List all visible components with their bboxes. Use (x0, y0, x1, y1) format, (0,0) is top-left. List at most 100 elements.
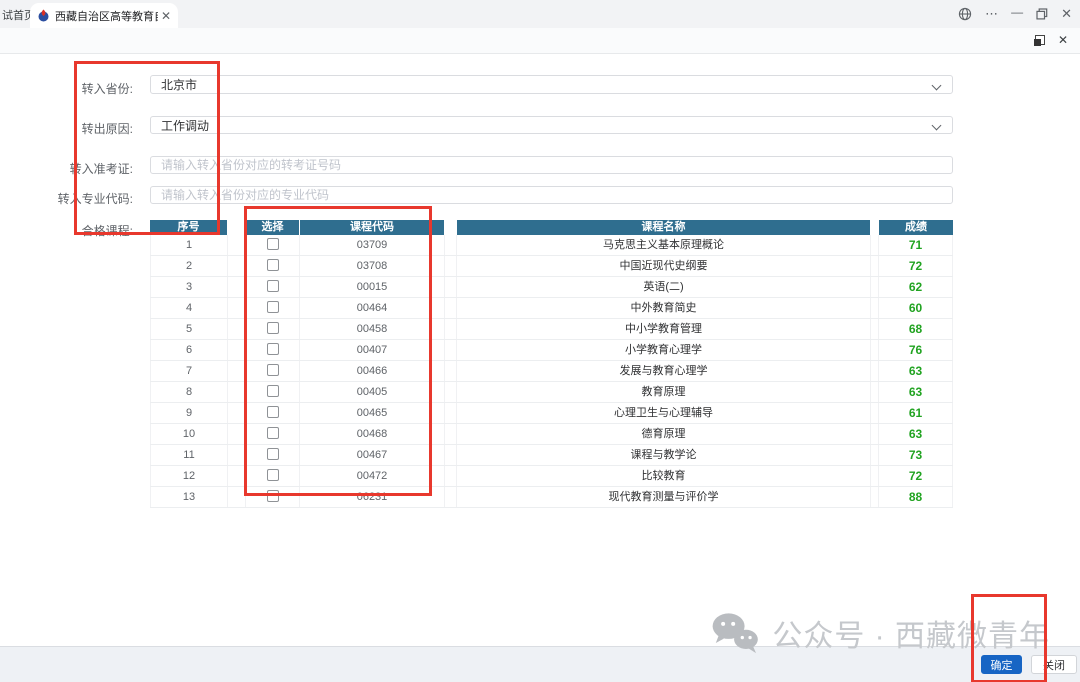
globe-icon[interactable] (958, 7, 972, 21)
row-checkbox[interactable] (266, 238, 279, 251)
row-select-cell (246, 277, 300, 297)
close-window-icon[interactable]: ✕ (1061, 6, 1072, 21)
row-checkbox[interactable] (266, 385, 279, 398)
course-code: 00468 (300, 424, 445, 444)
row-checkbox[interactable] (266, 406, 279, 419)
popout-icon[interactable] (1033, 34, 1045, 46)
active-tab[interactable]: 西藏自治区高等教育自学考试 ✕ (30, 3, 178, 28)
footer-bar (0, 646, 1080, 682)
row-checkbox[interactable] (266, 448, 279, 461)
row-number: 12 (150, 466, 228, 486)
row-checkbox[interactable] (266, 259, 279, 272)
spacer-cell (445, 487, 457, 507)
confirm-button[interactable]: 确定 (981, 655, 1022, 674)
header-score: 成绩 (879, 220, 953, 235)
watermark-text: 公众号 · 西藏微青年 (772, 620, 1050, 653)
course-name: 中国近现代史纲要 (457, 256, 871, 276)
spacer-cell (445, 256, 457, 276)
course-table-header: 序号 选择 课程代码 课程名称 成绩 (150, 220, 953, 235)
header-course-code: 课程代码 (300, 220, 445, 235)
major-code-input[interactable] (150, 186, 953, 204)
header-course-name: 课程名称 (457, 220, 871, 235)
course-table: 序号 选择 课程代码 课程名称 成绩 1 03709 马克思主义基本原理概论 71 2 0… (150, 220, 953, 508)
course-code: 03708 (300, 256, 445, 276)
spacer-cell (445, 235, 457, 255)
table-row: 6 00407 小学教育心理学 76 (150, 340, 953, 361)
course-name: 中小学教育管理 (457, 319, 871, 339)
ticket-number-input[interactable] (150, 156, 953, 174)
spacer-cell (871, 235, 879, 255)
modal-controls: ✕ (1033, 33, 1068, 47)
spacer-cell (871, 256, 879, 276)
row-checkbox[interactable] (266, 343, 279, 356)
reason-select[interactable]: 工作调动 (150, 116, 953, 134)
course-score: 72 (879, 256, 953, 276)
province-select[interactable]: 北京市 (150, 75, 953, 94)
row-number: 9 (150, 403, 228, 423)
course-score: 63 (879, 382, 953, 402)
table-row: 5 00458 中小学教育管理 68 (150, 319, 953, 340)
header-no: 序号 (150, 220, 228, 235)
row-select-cell (246, 298, 300, 318)
modal-title-bar (0, 28, 1080, 54)
course-code: 00465 (300, 403, 445, 423)
course-score: 68 (879, 319, 953, 339)
course-code: 00458 (300, 319, 445, 339)
course-name: 马克思主义基本原理概论 (457, 235, 871, 255)
spacer-cell (445, 466, 457, 486)
close-button[interactable]: 关闭 (1031, 655, 1077, 674)
row-number: 6 (150, 340, 228, 360)
tab-close-icon[interactable]: ✕ (160, 8, 171, 23)
minimize-icon[interactable]: — (1011, 5, 1024, 19)
course-code: 00464 (300, 298, 445, 318)
course-name: 教育原理 (457, 382, 871, 402)
row-select-cell (246, 445, 300, 465)
background-tab[interactable]: 试首页 (2, 10, 35, 22)
row-checkbox[interactable] (266, 469, 279, 482)
table-row: 8 00405 教育原理 63 (150, 382, 953, 403)
spacer-cell (445, 277, 457, 297)
row-checkbox[interactable] (266, 364, 279, 377)
more-menu-icon[interactable]: ⋯ (985, 6, 999, 21)
course-name: 发展与教育心理学 (457, 361, 871, 381)
browser-window-controls: ⋯ — ✕ (958, 0, 1072, 28)
row-checkbox[interactable] (266, 280, 279, 293)
restore-window-icon[interactable] (1036, 8, 1048, 20)
table-row: 3 00015 英语(二) 62 (150, 277, 953, 298)
row-number: 1 (150, 235, 228, 255)
spacer-cell (871, 487, 879, 507)
course-name: 英语(二) (457, 277, 871, 297)
chevron-down-icon (931, 120, 942, 131)
annotation-box-form-labels (74, 61, 220, 235)
table-row: 9 00465 心理卫生与心理辅导 61 (150, 403, 953, 424)
annotation-box-confirm-button (971, 594, 1047, 682)
row-checkbox[interactable] (266, 301, 279, 314)
spacer-cell (871, 403, 879, 423)
spacer-cell (445, 445, 457, 465)
course-code: 00472 (300, 466, 445, 486)
row-number: 4 (150, 298, 228, 318)
row-select-cell (246, 235, 300, 255)
wechat-icon (712, 613, 759, 654)
row-checkbox[interactable] (266, 427, 279, 440)
course-name: 德育原理 (457, 424, 871, 444)
reason-select-value: 工作调动 (161, 118, 210, 133)
spacer-cell (871, 340, 879, 360)
course-code: 00467 (300, 445, 445, 465)
course-name: 小学教育心理学 (457, 340, 871, 360)
row-select-cell (246, 340, 300, 360)
row-checkbox[interactable] (266, 322, 279, 335)
spacer-cell (445, 382, 457, 402)
label-transfer-out-reason: 转出原因: (81, 122, 133, 136)
course-table-body: 1 03709 马克思主义基本原理概论 71 2 03708 中国近现代史纲要 72 3 0001… (150, 235, 953, 508)
spacer-cell (871, 277, 879, 297)
modal-close-icon[interactable]: ✕ (1057, 33, 1068, 47)
course-name: 心理卫生与心理辅导 (457, 403, 871, 423)
table-row: 2 03708 中国近现代史纲要 72 (150, 256, 953, 277)
table-row: 4 00464 中外教育简史 60 (150, 298, 953, 319)
row-select-cell (246, 424, 300, 444)
course-name: 现代教育测量与评价学 (457, 487, 871, 507)
course-score: 88 (879, 487, 953, 507)
spacer-cell (871, 466, 879, 486)
